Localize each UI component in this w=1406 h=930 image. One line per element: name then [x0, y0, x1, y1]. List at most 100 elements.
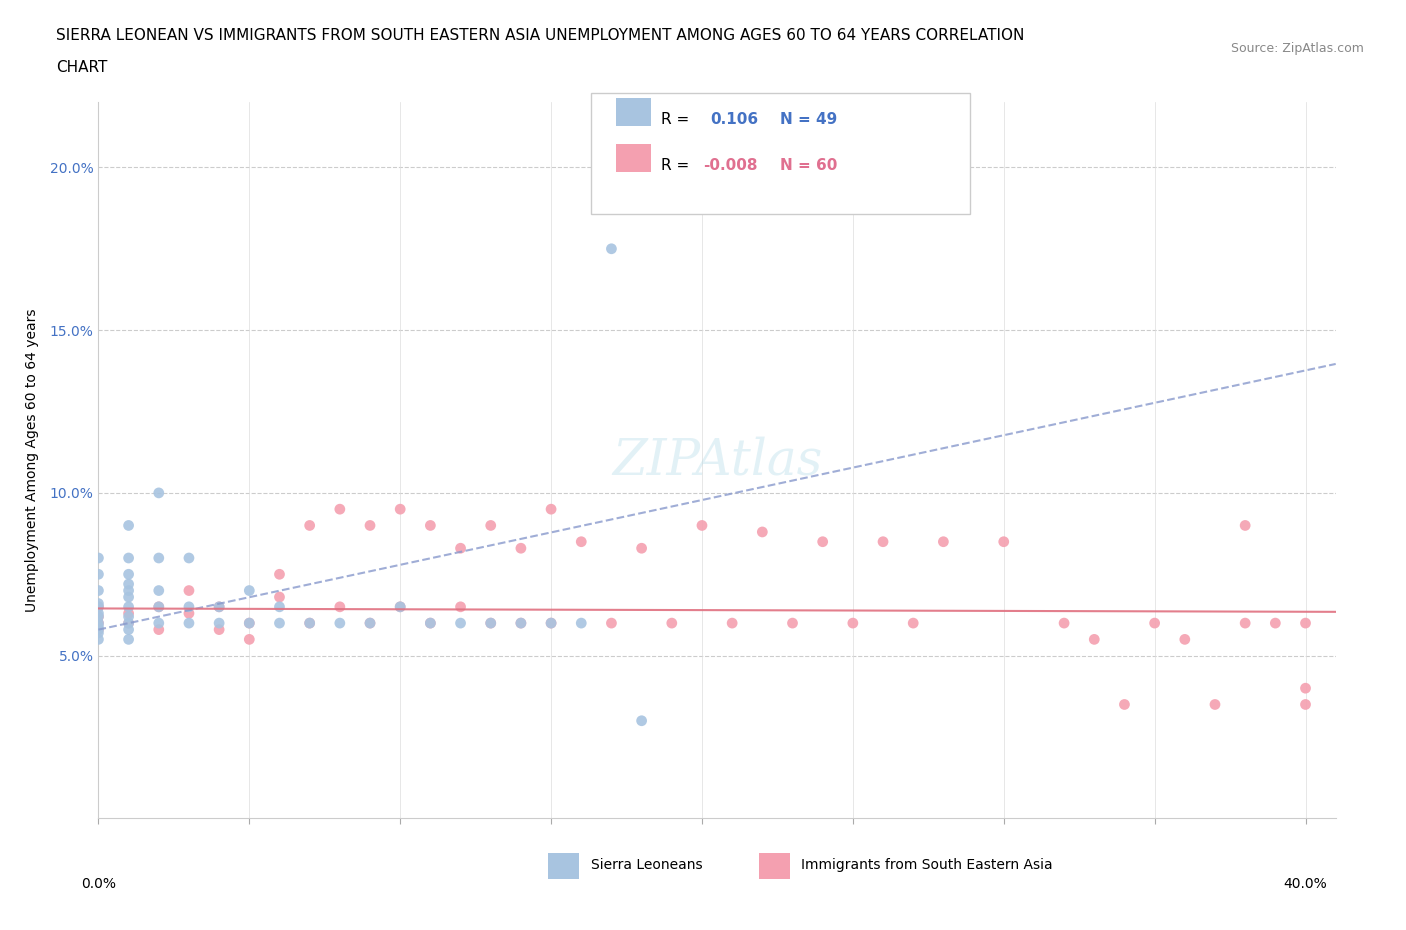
Point [419, 518, 441, 533]
Point [87, 616, 110, 631]
Point [117, 609, 139, 624]
Text: 0.0%: 0.0% [82, 877, 115, 891]
Point [117, 622, 139, 637]
Text: SIERRA LEONEAN VS IMMIGRANTS FROM SOUTH EASTERN ASIA UNEMPLOYMENT AMONG AGES 60 : SIERRA LEONEAN VS IMMIGRANTS FROM SOUTH … [56, 28, 1025, 43]
Point [1295, 681, 1317, 696]
Point [782, 616, 804, 631]
Point [690, 518, 713, 533]
Point [1234, 616, 1257, 631]
Point [540, 502, 562, 517]
Point [389, 502, 412, 517]
Point [1295, 698, 1317, 712]
Point [117, 616, 139, 631]
Point [509, 540, 531, 555]
Point [87, 616, 110, 631]
Point [269, 566, 291, 582]
Point [177, 583, 200, 598]
Text: ZIPAtlas: ZIPAtlas [612, 435, 823, 485]
Point [117, 606, 139, 621]
Point [450, 616, 472, 631]
Point [117, 632, 139, 647]
Point [842, 616, 865, 631]
Point [208, 600, 231, 615]
Point [238, 616, 260, 631]
Point [479, 616, 502, 631]
Point [540, 616, 562, 631]
Point [932, 534, 955, 549]
Point [540, 616, 562, 631]
Point [87, 622, 110, 637]
Point [509, 616, 531, 631]
Point [389, 600, 412, 615]
Point [298, 518, 321, 533]
Text: Source: ZipAtlas.com: Source: ZipAtlas.com [1230, 42, 1364, 55]
Point [117, 577, 139, 591]
Point [600, 241, 623, 256]
Text: R =: R = [661, 112, 689, 126]
Point [721, 616, 744, 631]
Point [419, 616, 441, 631]
Point [1143, 616, 1166, 631]
Point [569, 616, 592, 631]
Point [872, 534, 894, 549]
Point [298, 616, 321, 631]
Point [269, 590, 291, 604]
Point [450, 540, 472, 555]
Point [87, 600, 110, 615]
Point [208, 600, 231, 615]
Point [1264, 616, 1286, 631]
Point [1204, 698, 1226, 712]
Point [87, 606, 110, 621]
Point [479, 616, 502, 631]
Point [87, 583, 110, 598]
Point [208, 622, 231, 637]
Point [359, 518, 381, 533]
Point [751, 525, 773, 539]
Point [1234, 518, 1257, 533]
Point [329, 616, 352, 631]
Point [87, 625, 110, 640]
Point [993, 534, 1015, 549]
Point [87, 600, 110, 615]
Point [238, 616, 260, 631]
Point [1295, 616, 1317, 631]
Point [148, 616, 170, 631]
Point [1174, 632, 1197, 647]
Point [811, 534, 834, 549]
Point [450, 600, 472, 615]
Point [600, 616, 623, 631]
Point [1053, 616, 1076, 631]
Point [1083, 632, 1105, 647]
Point [389, 600, 412, 615]
Point [208, 616, 231, 631]
Y-axis label: Unemployment Among Ages 60 to 64 years: Unemployment Among Ages 60 to 64 years [24, 309, 38, 612]
Text: -0.008: -0.008 [703, 158, 758, 173]
Point [148, 583, 170, 598]
Text: R =: R = [661, 158, 689, 173]
Point [87, 632, 110, 647]
Point [479, 518, 502, 533]
Point [87, 609, 110, 624]
Point [87, 622, 110, 637]
Point [298, 616, 321, 631]
Point [569, 534, 592, 549]
Point [1114, 698, 1136, 712]
Text: 0.106: 0.106 [710, 112, 758, 126]
Text: N = 49: N = 49 [780, 112, 838, 126]
Point [87, 619, 110, 634]
Point [87, 596, 110, 611]
Point [117, 518, 139, 533]
Point [509, 616, 531, 631]
Point [177, 600, 200, 615]
Point [87, 566, 110, 582]
Point [117, 551, 139, 565]
Text: CHART: CHART [56, 60, 108, 75]
Point [329, 600, 352, 615]
Point [148, 600, 170, 615]
Text: Immigrants from South Eastern Asia: Immigrants from South Eastern Asia [801, 857, 1053, 872]
Point [238, 632, 260, 647]
Point [117, 590, 139, 604]
Point [630, 713, 652, 728]
Point [117, 616, 139, 631]
Point [359, 616, 381, 631]
